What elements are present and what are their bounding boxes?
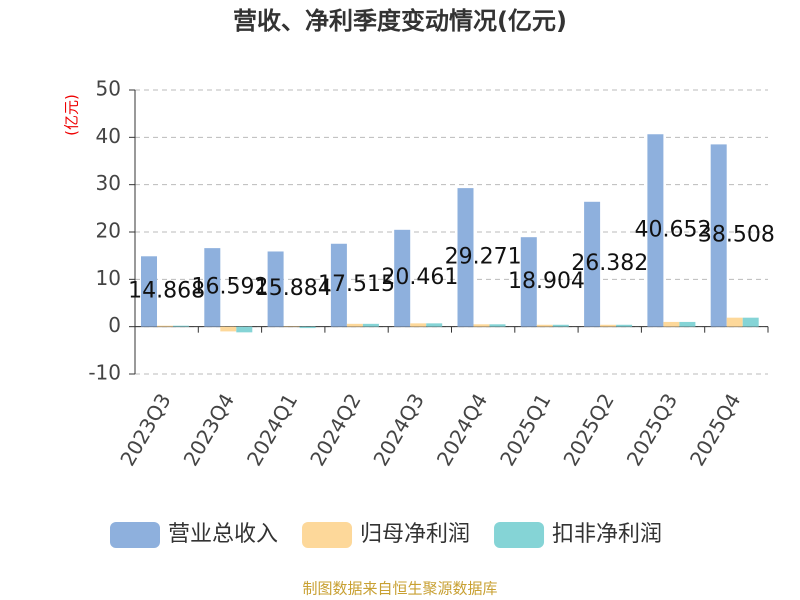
data-label: 18.904 [508, 269, 585, 294]
data-label: 38.508 [698, 223, 775, 248]
x-tick-label: 2023Q4 [179, 389, 239, 470]
x-tick-label: 2025Q3 [622, 389, 682, 470]
bar [536, 324, 553, 327]
bar [742, 317, 759, 327]
x-tick-label: 2025Q4 [685, 389, 745, 470]
data-label: 14.868 [128, 278, 205, 303]
bar [663, 321, 680, 327]
data-label: 26.382 [571, 251, 648, 276]
legend-swatch [494, 522, 545, 548]
bar [204, 248, 221, 327]
bar [473, 324, 490, 327]
data-label: 17.515 [318, 272, 395, 297]
source-note: 制图数据来自恒生聚源数据库 [302, 580, 497, 598]
y-axis-label: (亿元) [63, 94, 81, 136]
y-tick-label: 10 [96, 266, 121, 290]
bar [299, 326, 316, 329]
bar [489, 324, 506, 327]
x-tick-label: 2024Q3 [368, 389, 428, 470]
data-label: 15.884 [255, 276, 332, 301]
data-label: 40.652 [635, 217, 712, 242]
bar [552, 324, 569, 327]
legend-label: 扣非净利润 [552, 522, 662, 547]
bar [600, 324, 617, 327]
x-tick-label: 2025Q2 [558, 389, 618, 470]
bar [362, 323, 379, 327]
bar [520, 237, 537, 327]
chart-title: 营收、净利季度变动情况(亿元) [233, 7, 567, 35]
data-label: 29.271 [445, 244, 522, 269]
bar [679, 321, 696, 327]
x-tick-label: 2024Q2 [305, 389, 365, 470]
data-label: 20.461 [381, 265, 458, 290]
bar [426, 323, 443, 327]
bar [346, 323, 363, 327]
bar [410, 323, 427, 327]
bar [157, 325, 173, 327]
x-tick-label: 2024Q1 [242, 389, 302, 470]
bar [394, 229, 411, 327]
bar [616, 324, 633, 327]
bar [584, 201, 601, 327]
bar [330, 243, 347, 327]
y-tick-label: 40 [96, 124, 121, 148]
bar [220, 326, 237, 332]
legend-swatch [110, 522, 160, 548]
bar [236, 326, 253, 333]
legend-swatch [302, 522, 353, 548]
bar [267, 251, 284, 327]
bar [457, 188, 474, 327]
y-tick-label: 0 [108, 313, 121, 337]
x-tick-label: 2024Q4 [432, 389, 492, 470]
y-tick-label: -10 [88, 361, 121, 385]
bar [726, 317, 743, 327]
y-tick-label: 30 [96, 171, 121, 195]
bar [173, 325, 189, 327]
bar [647, 134, 664, 327]
y-tick-label: 20 [96, 219, 121, 243]
bar [710, 144, 727, 327]
y-tick-label: 50 [96, 77, 121, 101]
data-label: 16.592 [191, 274, 268, 299]
legend-label: 营业总收入 [168, 522, 278, 547]
x-tick-label: 2025Q1 [495, 389, 555, 470]
bar [141, 256, 157, 327]
legend-label: 归母净利润 [360, 522, 470, 547]
x-tick-label: 2023Q3 [115, 389, 175, 470]
